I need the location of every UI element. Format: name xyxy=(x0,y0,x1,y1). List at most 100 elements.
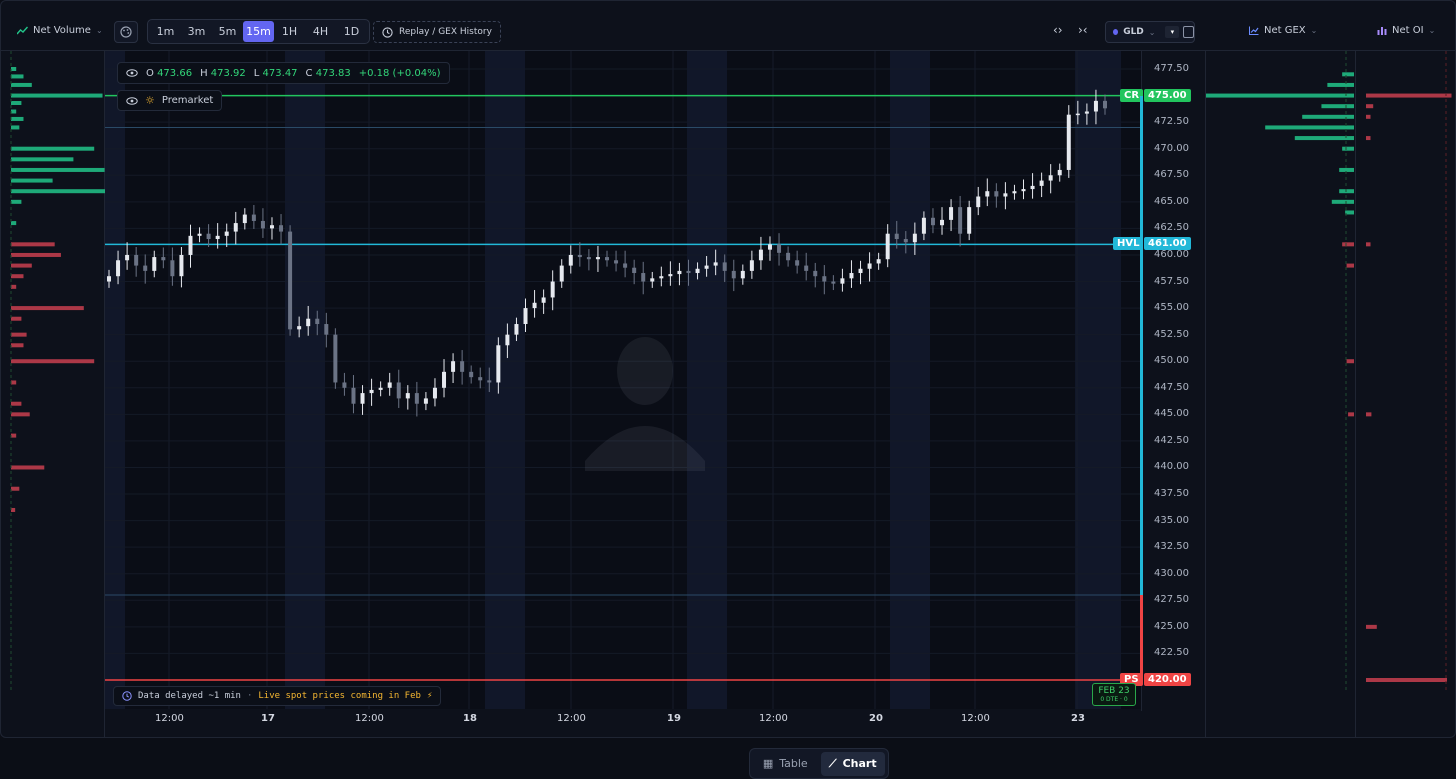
chevron-down-icon: ⌄ xyxy=(1148,27,1156,37)
price-tick: 430.00 xyxy=(1154,567,1189,579)
level-bar xyxy=(11,82,32,87)
timeframe-4h[interactable]: 4H xyxy=(312,25,329,38)
tab-chart[interactable]: ⟋ Chart xyxy=(820,751,885,776)
collapse-icon[interactable]: ›‹ xyxy=(1078,23,1088,37)
level-bar xyxy=(11,263,32,268)
net-volume-bars xyxy=(10,51,110,691)
level-bar xyxy=(11,167,105,172)
level-bar xyxy=(1327,82,1354,87)
candle xyxy=(704,256,709,277)
candle xyxy=(541,289,546,314)
candle xyxy=(813,262,818,288)
candle xyxy=(1084,103,1089,125)
level-bar xyxy=(1366,412,1372,417)
candle xyxy=(568,245,573,274)
high-label: H xyxy=(200,67,208,79)
sun-icon: ☼ xyxy=(145,94,155,107)
candle xyxy=(840,268,845,292)
line-chart-icon xyxy=(1249,26,1259,35)
level-bar xyxy=(11,242,55,247)
eye-icon[interactable] xyxy=(126,96,138,105)
price-axis: 477.50 475.00 472.50 470.00 467.50 465.00 462.… xyxy=(1141,51,1205,711)
level-bar xyxy=(1265,125,1354,130)
candle xyxy=(858,260,863,285)
price-tick: 447.50 xyxy=(1154,381,1189,393)
timeframe-1d[interactable]: 1D xyxy=(343,25,360,38)
candle xyxy=(650,271,655,288)
low-value: 473.47 xyxy=(262,67,298,79)
price-tick: 450.00 xyxy=(1154,355,1189,367)
timeframe-3m[interactable]: 3m xyxy=(187,25,206,38)
price-tick: 425.00 xyxy=(1154,620,1189,632)
level-bar xyxy=(1342,72,1354,77)
expand-icon[interactable]: ‹› xyxy=(1053,23,1063,37)
level-bar xyxy=(1331,199,1354,204)
level-bar xyxy=(1346,263,1354,268)
symbol-label: GLD xyxy=(1123,27,1144,37)
expiry-date: FEB 23 xyxy=(1098,686,1130,696)
candle xyxy=(269,217,274,240)
level-bar xyxy=(11,343,24,348)
level-bar xyxy=(1294,136,1354,141)
level-bar xyxy=(11,189,110,194)
candle xyxy=(659,266,664,287)
timeframe-15m[interactable]: 15m xyxy=(243,21,274,42)
candle xyxy=(686,259,691,286)
replay-gex-history-button[interactable]: Replay / GEX History xyxy=(373,21,501,43)
time-tick: 12:00 xyxy=(759,713,788,724)
candlestick-chart[interactable] xyxy=(105,51,1141,709)
level-tag-cr: CR xyxy=(1120,88,1144,102)
level-bar xyxy=(1339,189,1354,194)
price-tick: 442.50 xyxy=(1154,434,1189,446)
timeframe-5m[interactable]: 5m xyxy=(218,25,237,38)
candle xyxy=(985,178,990,207)
candle xyxy=(559,259,564,288)
high-value: 473.92 xyxy=(210,67,246,79)
time-tick: 12:00 xyxy=(155,713,184,724)
net-volume-label: Net Volume xyxy=(33,25,91,36)
level-bar xyxy=(11,507,16,512)
timeframe-1h[interactable]: 1H xyxy=(281,25,298,38)
candle xyxy=(1021,179,1026,200)
level-bar xyxy=(1366,104,1374,109)
session-shade xyxy=(285,51,325,709)
watermark-logo xyxy=(585,337,705,471)
price-tick: 422.50 xyxy=(1154,647,1189,659)
candle xyxy=(288,225,293,336)
net-gex-selector[interactable]: Net GEX ⌄ xyxy=(1249,25,1317,36)
level-tag-ps: PS xyxy=(1120,673,1143,686)
tab-table[interactable]: ▦ Table xyxy=(753,752,818,776)
level-bar xyxy=(11,67,17,71)
candle xyxy=(333,328,338,389)
price-tick: 465.00 xyxy=(1154,195,1189,207)
candle xyxy=(632,259,637,285)
timeframe-1m[interactable]: 1m xyxy=(156,25,175,38)
palette-button[interactable] xyxy=(114,21,138,43)
copy-icon[interactable] xyxy=(1183,26,1194,38)
candle xyxy=(387,372,392,396)
delay-separator: · xyxy=(246,691,253,701)
chevron-down-icon: ⌄ xyxy=(95,26,103,35)
time-tick: 12:00 xyxy=(355,713,384,724)
symbol-selector[interactable]: GLD ⌄ ▾ xyxy=(1105,21,1195,43)
candle xyxy=(496,337,501,394)
net-gex-bars xyxy=(1206,51,1354,691)
candle xyxy=(523,298,528,332)
level-bar xyxy=(11,74,24,79)
eye-icon[interactable] xyxy=(126,69,138,77)
net-volume-selector[interactable]: Net Volume ⌄ xyxy=(17,25,103,36)
candle xyxy=(532,290,537,318)
price-tick: 457.50 xyxy=(1154,275,1189,287)
candle xyxy=(1066,105,1071,178)
net-oi-selector[interactable]: Net OI ⌄ xyxy=(1377,25,1435,36)
premarket-legend: ☼ Premarket xyxy=(117,90,223,111)
level-bar xyxy=(1321,104,1354,109)
price-tick: 440.00 xyxy=(1154,461,1189,473)
candle xyxy=(912,222,917,255)
price-chart[interactable] xyxy=(105,51,1141,709)
net-gex-label: Net GEX xyxy=(1264,25,1306,36)
price-tick: 460.00 xyxy=(1154,248,1189,260)
level-bar xyxy=(11,284,17,289)
level-bar xyxy=(1339,167,1354,172)
candle xyxy=(125,242,130,270)
